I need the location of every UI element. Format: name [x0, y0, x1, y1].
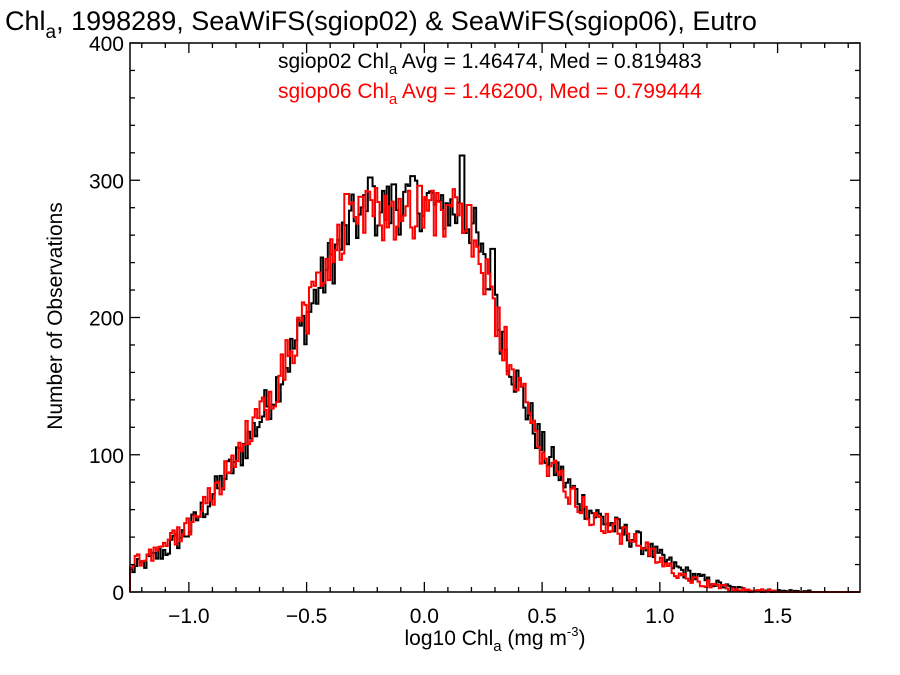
chart-title-prefix: Chl: [5, 6, 46, 36]
legend-entry-sgiop06-subscript: a: [389, 91, 398, 108]
x-tick-label: −1.0: [168, 605, 209, 628]
legend-entry-sgiop02: sgiop02 Chla Avg = 1.46474, Med = 0.8194…: [278, 50, 702, 78]
chart-title-suffix: , 1998289, SeaWiFS(sgiop02) & SeaWiFS(sg…: [56, 6, 757, 36]
y-tick-label: 200: [89, 308, 124, 331]
y-axis-label: Number of Observations: [44, 202, 67, 430]
legend-entry-sgiop02-stats: Avg = 1.46474, Med = 0.819483: [397, 50, 701, 73]
x-axis-label-prefix: log10 Chl: [405, 627, 494, 650]
x-tick-label: −0.5: [286, 605, 327, 628]
plot-area: −1.0 −0.5 0.0 0.5 1.0 1.5 0 100 200 300 400: [89, 33, 861, 628]
legend-entry-sgiop06: sgiop06 Chla Avg = 1.46200, Med = 0.7994…: [278, 80, 702, 108]
legend-entry-sgiop06-stats: Avg = 1.46200, Med = 0.799444: [397, 80, 702, 103]
axis-tick-marks: [130, 42, 860, 593]
legend-entry-sgiop06-prefix: sgiop06 Chl: [278, 80, 389, 103]
x-tick-label: 0.0: [410, 605, 439, 628]
x-axis-label: log10 Chla (mg m-3): [405, 624, 586, 655]
legend-entry-sgiop02-prefix: sgiop02 Chl: [278, 50, 389, 73]
y-tick-label: 400: [89, 33, 124, 56]
x-axis-label-units-open: (mg m: [502, 627, 567, 650]
chart-title: Chla, 1998289, SeaWiFS(sgiop02) & SeaWiF…: [5, 6, 757, 43]
y-tick-label: 100: [89, 445, 124, 468]
x-axis-label-subscript: a: [493, 638, 502, 655]
chart-title-subscript: a: [46, 22, 57, 43]
legend: sgiop02 Chla Avg = 1.46474, Med = 0.8194…: [278, 50, 702, 108]
x-axis-label-superscript: -3: [567, 624, 579, 639]
x-axis-label-units-close: ): [578, 627, 585, 650]
y-tick-label: 300: [89, 170, 124, 193]
x-tick-label: 0.5: [527, 605, 556, 628]
y-tick-label: 0: [112, 582, 124, 605]
histogram-sgiop06-line: [129, 184, 860, 593]
histogram-series-group: [129, 154, 860, 593]
x-tick-label: 1.5: [763, 605, 792, 628]
x-tick-label: 1.0: [645, 605, 674, 628]
legend-entry-sgiop02-subscript: a: [389, 61, 398, 78]
axis-tick-labels: −1.0 −0.5 0.0 0.5 1.0 1.5 0 100 200 300 400: [89, 33, 792, 628]
